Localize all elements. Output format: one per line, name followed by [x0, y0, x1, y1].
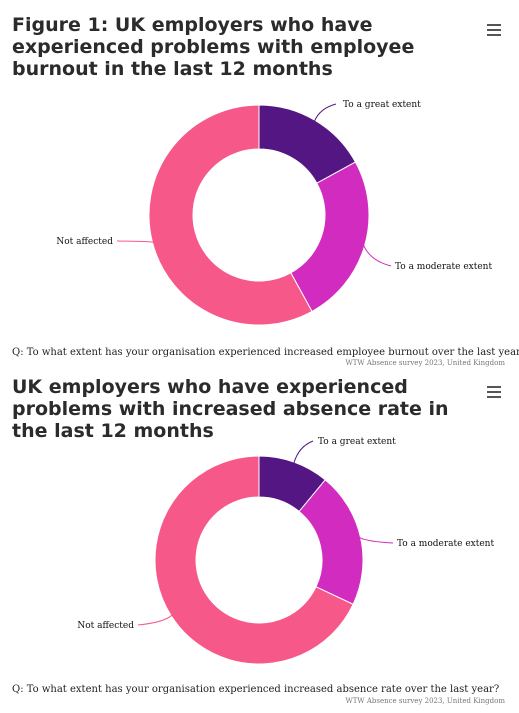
- label-connector: [363, 245, 392, 267]
- survey-question: Q: To what extent has your organisation …: [12, 684, 500, 695]
- slice-label: To a great extent: [343, 100, 421, 110]
- chart-credit: WTW Absence survey 2023, United Kingdom: [345, 697, 505, 705]
- donut-slice-not-affected[interactable]: [148, 104, 313, 326]
- slice-label: Not affected: [77, 621, 134, 631]
- chart-title: Figure 1: UK employers who have experien…: [12, 14, 415, 80]
- slice-label: Not affected: [56, 237, 113, 247]
- chart-menu-icon[interactable]: [487, 24, 501, 36]
- chart-panel-absence: UK employers who have experienced proble…: [0, 370, 519, 713]
- label-connector: [359, 537, 394, 544]
- label-connector: [116, 240, 154, 243]
- slice-label: To a moderate extent: [397, 539, 494, 549]
- donut-slice-to-a-moderate-extent[interactable]: [290, 161, 370, 313]
- donut-slice-not-affected[interactable]: [154, 455, 354, 665]
- slice-label: To a great extent: [318, 437, 396, 447]
- chart-credit: WTW Absence survey 2023, United Kingdom: [345, 359, 505, 367]
- label-connector: [314, 103, 337, 122]
- donut-chart: To a great extent To a moderate extent Not…: [77, 437, 494, 665]
- slice-label: To a moderate extent: [395, 262, 492, 272]
- survey-question: Q: To what extent has your organisation …: [12, 347, 519, 358]
- donut-chart: To a great extent To a moderate extent Not…: [56, 100, 492, 326]
- label-connector: [137, 614, 173, 626]
- chart-title: UK employers who have experienced proble…: [12, 376, 449, 442]
- chart-panel-burnout: Figure 1: UK employers who have experien…: [12, 14, 519, 367]
- chart-menu-icon[interactable]: [487, 386, 501, 398]
- label-connector: [293, 440, 314, 464]
